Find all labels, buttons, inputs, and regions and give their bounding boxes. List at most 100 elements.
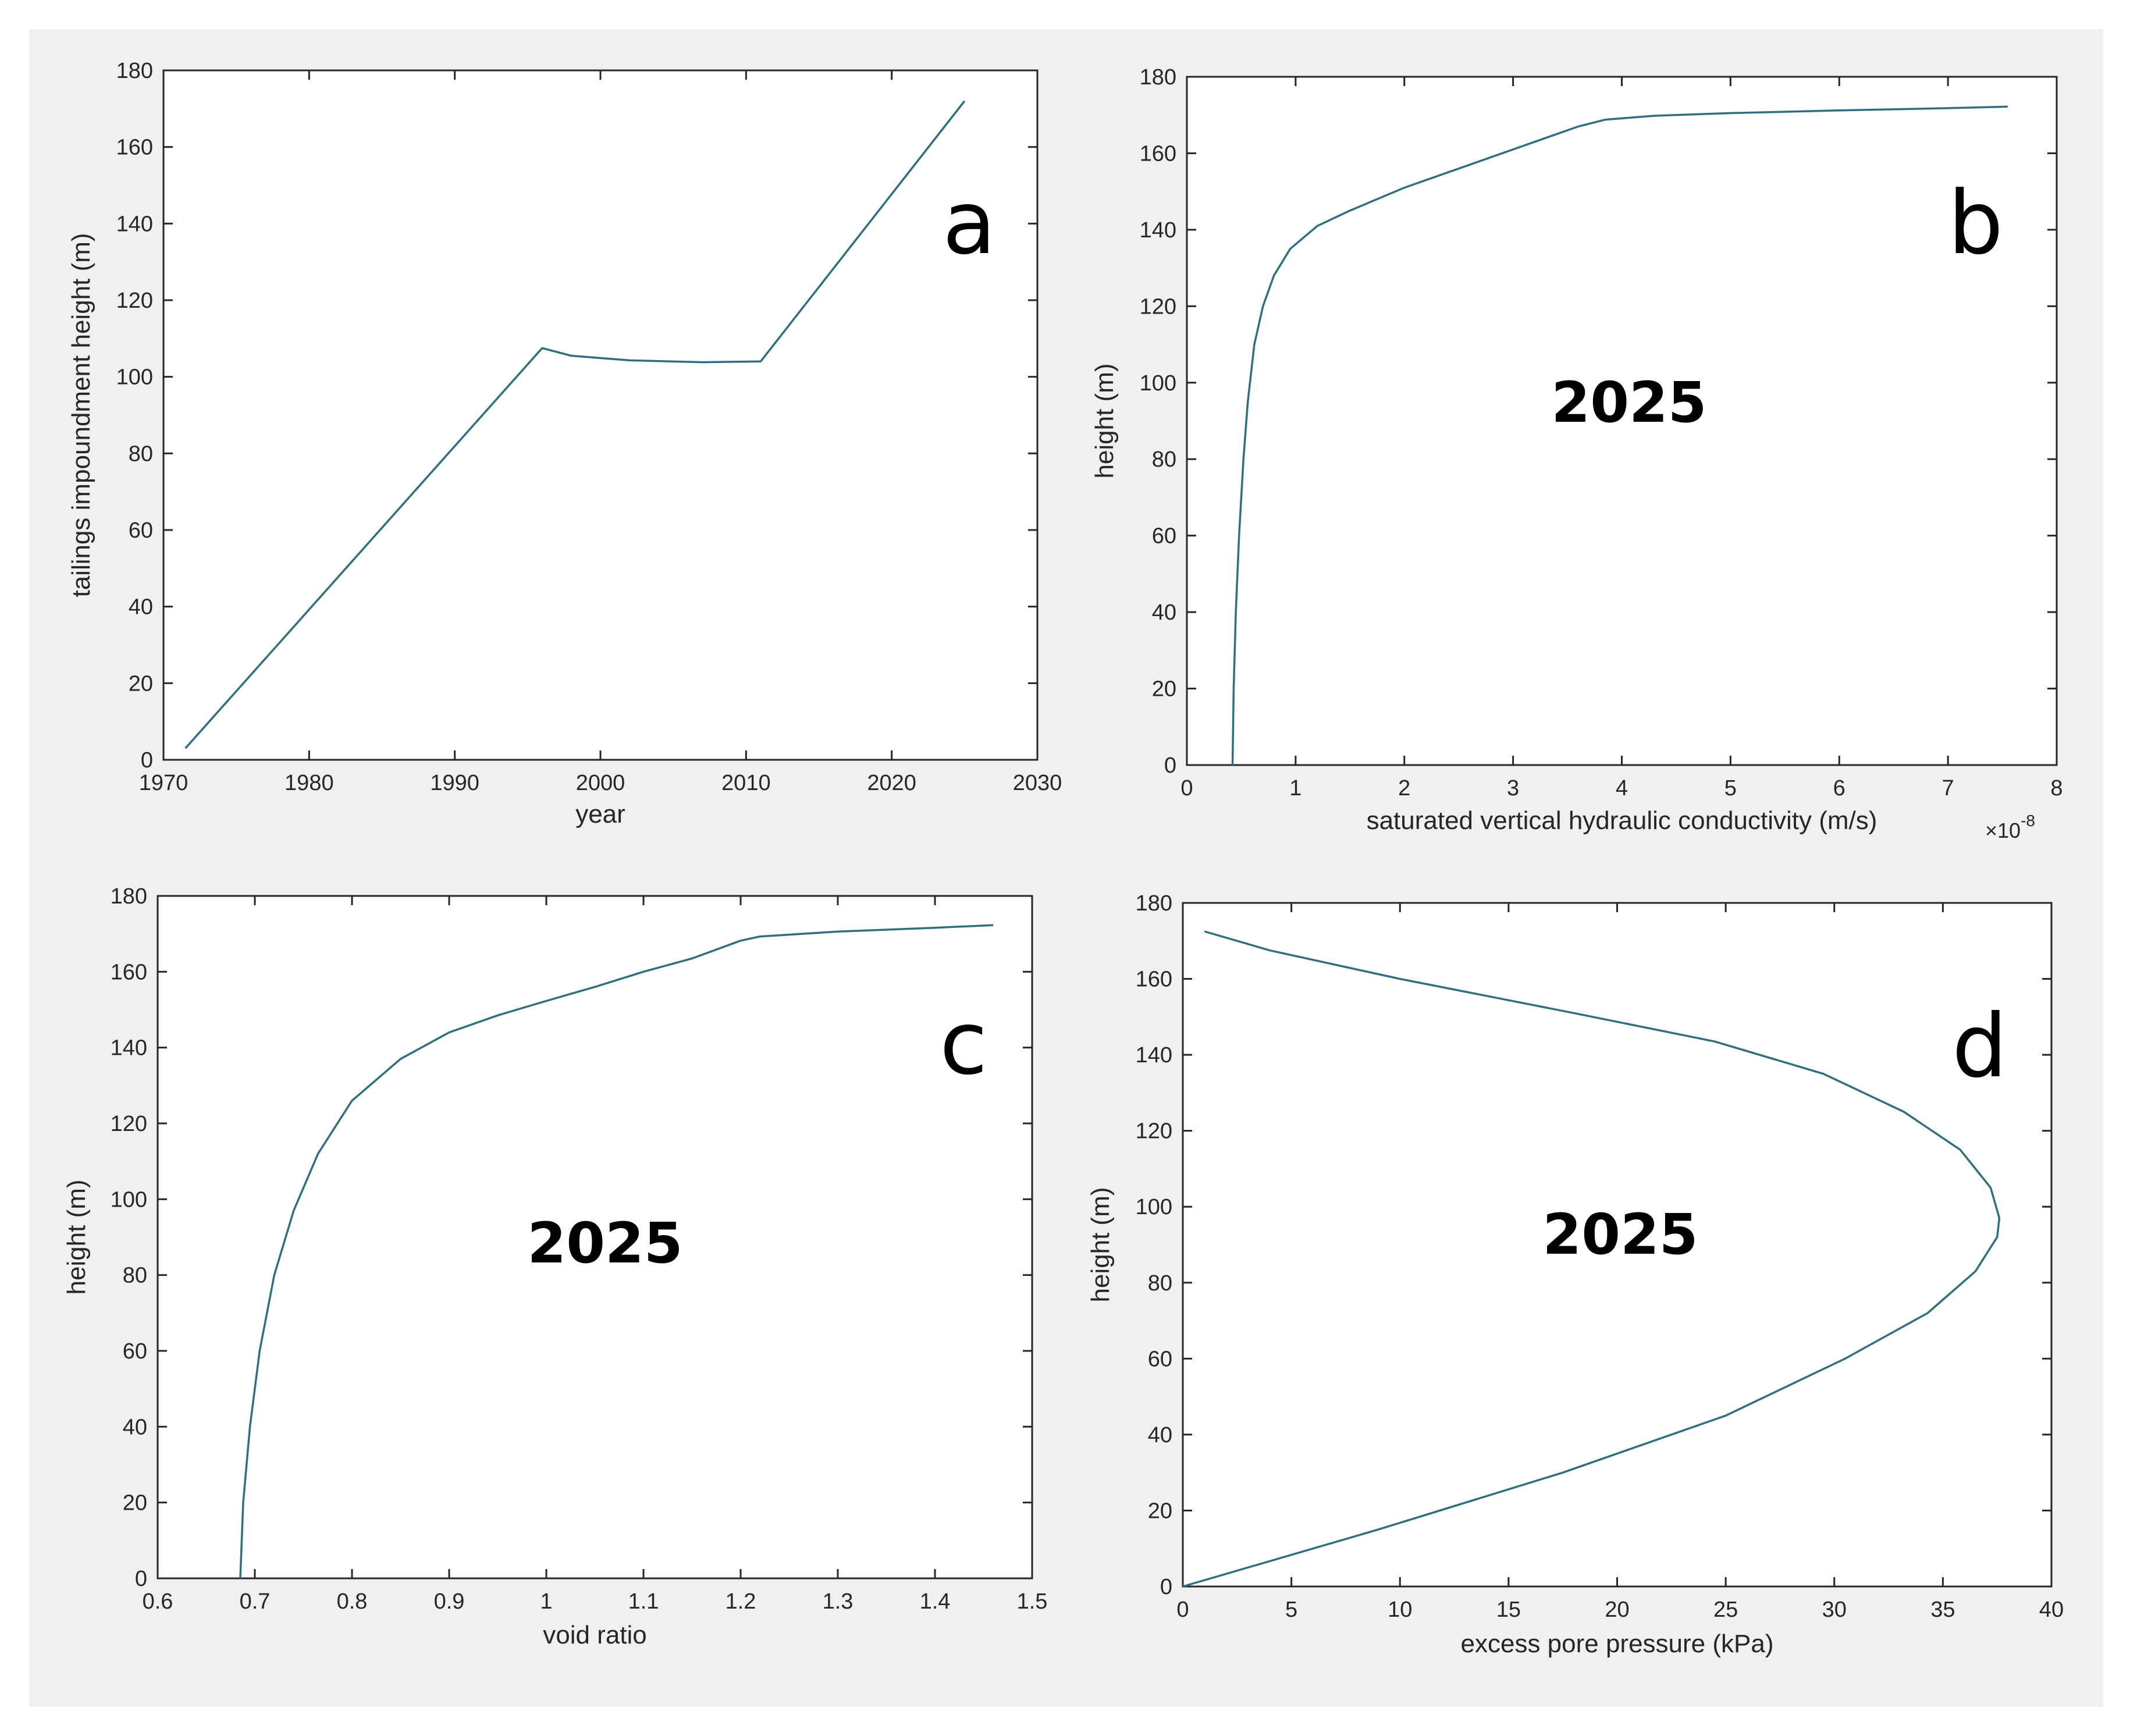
y-tick-label-a: 40 bbox=[129, 595, 153, 620]
x-tick-label-d: 0 bbox=[1176, 1598, 1189, 1622]
x-tick-label-c: 0.6 bbox=[143, 1589, 173, 1614]
y-tick-label-b: 0 bbox=[1164, 753, 1176, 778]
series-line-c-0 bbox=[239, 924, 994, 1579]
y-tick-label-c: 60 bbox=[123, 1339, 147, 1364]
y-tick-label-d: 100 bbox=[1136, 1195, 1172, 1219]
y-tick-label-b: 40 bbox=[1152, 600, 1176, 625]
x-tick-label-b: 0 bbox=[1180, 776, 1193, 801]
y-axis-label-a: tailings impoundment height (m) bbox=[67, 233, 95, 597]
x-tick-label-b: 8 bbox=[2050, 776, 2063, 801]
panel-b: 0 1 2 3 4 5 6 7 8020406080100120140160180saturat… bbox=[1090, 65, 2063, 842]
year-annotation-b: 2025 bbox=[1551, 370, 1706, 435]
series-line-b-0 bbox=[1231, 105, 2008, 766]
y-tick-label-c: 0 bbox=[135, 1567, 147, 1591]
year-annotation-d: 2025 bbox=[1542, 1202, 1698, 1267]
year-annotation-c: 2025 bbox=[527, 1211, 682, 1276]
panel-a: 1970 1980 1990 2000 2010 2020 2030 0 20 40 60 80 100… bbox=[67, 59, 1062, 828]
x-axis-label-c: void ratio bbox=[543, 1621, 647, 1649]
x-tick-label-b: 1 bbox=[1289, 776, 1302, 801]
panel-letter-b: b bbox=[1948, 173, 2003, 274]
x-tick-label-a: 1970 bbox=[139, 771, 189, 795]
y-axis-label-c: height (m) bbox=[62, 1179, 91, 1294]
y-tick-label-b: 160 bbox=[1140, 141, 1176, 166]
figure-background: 1970 1980 1990 2000 2010 2020 2030 0 20 40 60 80 100… bbox=[29, 29, 2103, 1707]
panel-c: 0.6 0.7 0.8 0.9 1 1.1 1.2 1.3 1.4 1.5 0 20 40 60 80 100… bbox=[62, 884, 1047, 1649]
y-tick-label-a: 100 bbox=[116, 365, 153, 390]
x-tick-label-d: 10 bbox=[1388, 1598, 1412, 1622]
y-tick-label-c: 100 bbox=[111, 1187, 147, 1212]
y-tick-label-c: 180 bbox=[111, 884, 147, 909]
x-tick-label-a: 1990 bbox=[430, 771, 479, 795]
x-tick-label-c: 1 bbox=[540, 1589, 552, 1614]
x-tick-label-d: 15 bbox=[1496, 1598, 1521, 1622]
y-tick-label-c: 80 bbox=[123, 1264, 147, 1288]
plot-area-b bbox=[1186, 76, 2058, 766]
x-tick-label-b: 6 bbox=[1833, 776, 1845, 801]
x-axis-label-a: year bbox=[575, 800, 625, 828]
plot-area-c bbox=[157, 895, 1033, 1580]
x-tick-label-a: 2020 bbox=[867, 771, 916, 795]
panel-letter-c: c bbox=[940, 993, 987, 1094]
y-tick-label-b: 60 bbox=[1152, 524, 1176, 549]
y-tick-label-b: 100 bbox=[1140, 371, 1176, 396]
y-tick-label-a: 0 bbox=[141, 748, 153, 773]
y-tick-label-c: 20 bbox=[123, 1491, 147, 1516]
y-tick-label-b: 80 bbox=[1152, 447, 1176, 472]
x-tick-label-b: 3 bbox=[1507, 776, 1519, 801]
panel-letter-d: d bbox=[1952, 996, 2007, 1097]
x-exponent-label-b: ×10-8 bbox=[1985, 812, 2035, 842]
plot-area-a bbox=[162, 69, 1039, 761]
y-tick-label-d: 20 bbox=[1148, 1499, 1172, 1523]
x-tick-label-c: 0.7 bbox=[240, 1589, 271, 1614]
x-axis-label-d: excess pore pressure (kPa) bbox=[1461, 1630, 1774, 1658]
y-tick-label-b: 180 bbox=[1140, 65, 1176, 90]
x-tick-label-c: 0.8 bbox=[337, 1589, 368, 1614]
y-tick-label-d: 0 bbox=[1160, 1575, 1172, 1599]
y-tick-label-a: 120 bbox=[116, 289, 153, 313]
y-tick-label-a: 20 bbox=[129, 671, 153, 696]
y-tick-label-b: 20 bbox=[1152, 677, 1176, 702]
y-tick-label-c: 120 bbox=[111, 1112, 147, 1136]
y-tick-label-c: 40 bbox=[123, 1415, 147, 1439]
x-tick-label-b: 4 bbox=[1616, 776, 1628, 801]
x-tick-label-c: 1.4 bbox=[920, 1589, 951, 1614]
y-tick-label-d: 120 bbox=[1136, 1119, 1172, 1144]
y-tick-label-d: 80 bbox=[1148, 1271, 1172, 1296]
y-tick-label-d: 140 bbox=[1136, 1043, 1172, 1068]
chart-figure: 1970 1980 1990 2000 2010 2020 2030020406080100… bbox=[62, 59, 2064, 1658]
x-tick-label-c: 1.5 bbox=[1017, 1589, 1048, 1614]
y-tick-label-a: 180 bbox=[116, 59, 153, 83]
y-tick-label-a: 60 bbox=[129, 518, 153, 543]
x-tick-label-c: 1.1 bbox=[628, 1589, 659, 1614]
x-tick-label-a: 2010 bbox=[721, 771, 771, 795]
y-tick-label-d: 160 bbox=[1136, 967, 1172, 992]
y-tick-label-a: 140 bbox=[116, 212, 153, 236]
y-axis-label-d: height (m) bbox=[1086, 1187, 1115, 1302]
series-line-d-0 bbox=[1182, 930, 2001, 1588]
y-tick-label-a: 80 bbox=[129, 442, 153, 466]
x-tick-label-a: 2030 bbox=[1013, 771, 1062, 795]
x-tick-label-a: 1980 bbox=[285, 771, 334, 795]
x-tick-label-d: 40 bbox=[2039, 1598, 2064, 1622]
x-tick-label-d: 5 bbox=[1285, 1598, 1297, 1622]
x-tick-label-d: 25 bbox=[1713, 1598, 1738, 1622]
x-tick-label-c: 1.3 bbox=[823, 1589, 854, 1614]
x-tick-label-b: 2 bbox=[1398, 776, 1410, 801]
x-tick-label-d: 20 bbox=[1605, 1598, 1629, 1622]
x-tick-label-b: 5 bbox=[1724, 776, 1737, 801]
x-tick-label-b: 7 bbox=[1942, 776, 1954, 801]
x-tick-label-d: 30 bbox=[1822, 1598, 1847, 1622]
series-line-a-0 bbox=[184, 100, 966, 749]
x-axis-label-b: saturated vertical hydraulic conductivit… bbox=[1367, 806, 1877, 835]
x-tick-label-d: 35 bbox=[1930, 1598, 1955, 1622]
y-tick-label-d: 60 bbox=[1148, 1347, 1172, 1371]
plot-area-d bbox=[1182, 902, 2053, 1588]
panel-letter-a: a bbox=[943, 173, 996, 274]
y-tick-label-a: 160 bbox=[116, 136, 153, 160]
y-tick-label-b: 120 bbox=[1140, 294, 1176, 319]
y-tick-label-d: 40 bbox=[1148, 1423, 1172, 1447]
y-tick-label-b: 140 bbox=[1140, 218, 1176, 243]
y-tick-label-d: 180 bbox=[1136, 891, 1172, 916]
x-tick-label-c: 0.9 bbox=[434, 1589, 465, 1614]
y-tick-label-c: 140 bbox=[111, 1036, 147, 1061]
